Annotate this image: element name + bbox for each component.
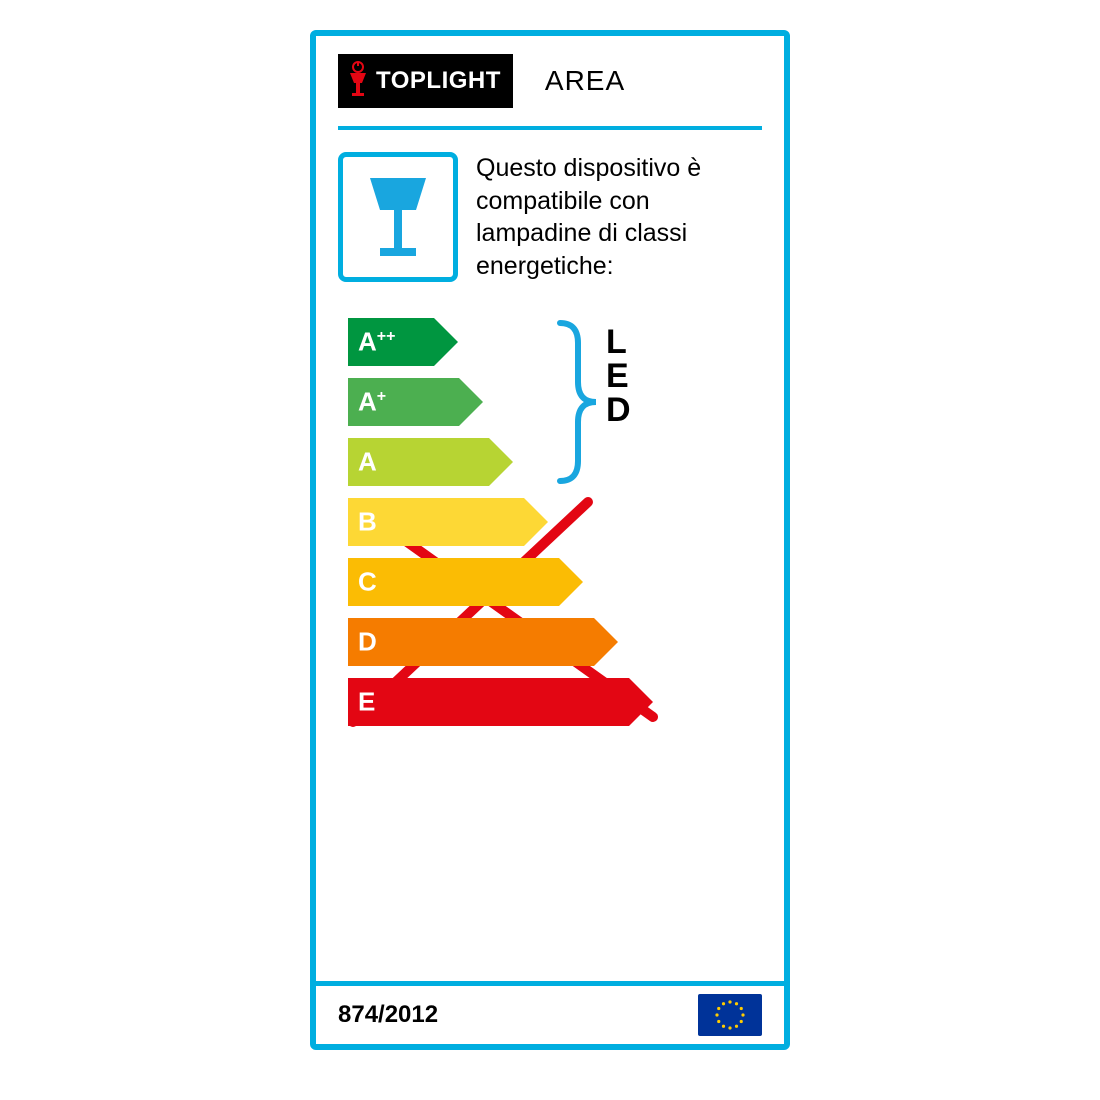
energy-class-row: D <box>348 617 618 667</box>
led-label: LED <box>606 325 632 427</box>
energy-class-row: E <box>348 677 653 727</box>
brand-text: TOPLIGHT <box>376 67 501 95</box>
energy-class-label: A+ <box>358 387 386 418</box>
brand-lamp-icon <box>344 61 372 101</box>
compatibility-row: Questo dispositivo è compatibile con lam… <box>316 130 784 282</box>
lamp-icon-box <box>338 152 458 282</box>
regulation-number: 874/2012 <box>338 1001 438 1029</box>
eu-flag-icon <box>698 994 762 1036</box>
brand-logo: TOPLIGHT <box>338 54 513 108</box>
header-row: TOPLIGHT AREA <box>316 36 784 126</box>
bracket-icon <box>556 317 600 487</box>
energy-class-label: B <box>358 507 377 538</box>
energy-chart: LED A++ A+ ABCDE <box>316 317 784 797</box>
energy-class-label: E <box>358 687 375 718</box>
energy-class-row: A <box>348 437 513 487</box>
footer-row: 874/2012 <box>316 981 784 1044</box>
energy-class-label: D <box>358 627 377 658</box>
product-area-label: AREA <box>545 65 625 97</box>
energy-label-frame: TOPLIGHT AREA Questo dispositivo è compa… <box>310 30 790 1050</box>
lamp-icon <box>358 170 438 265</box>
compatibility-text: Questo dispositivo è compatibile con lam… <box>476 152 762 282</box>
energy-class-row: B <box>348 497 548 547</box>
energy-class-label: A <box>358 447 377 478</box>
energy-class-row: A+ <box>348 377 483 427</box>
energy-class-label: A++ <box>358 327 395 358</box>
energy-class-row: C <box>348 557 583 607</box>
energy-class-label: C <box>358 567 377 598</box>
energy-class-row: A++ <box>348 317 458 367</box>
